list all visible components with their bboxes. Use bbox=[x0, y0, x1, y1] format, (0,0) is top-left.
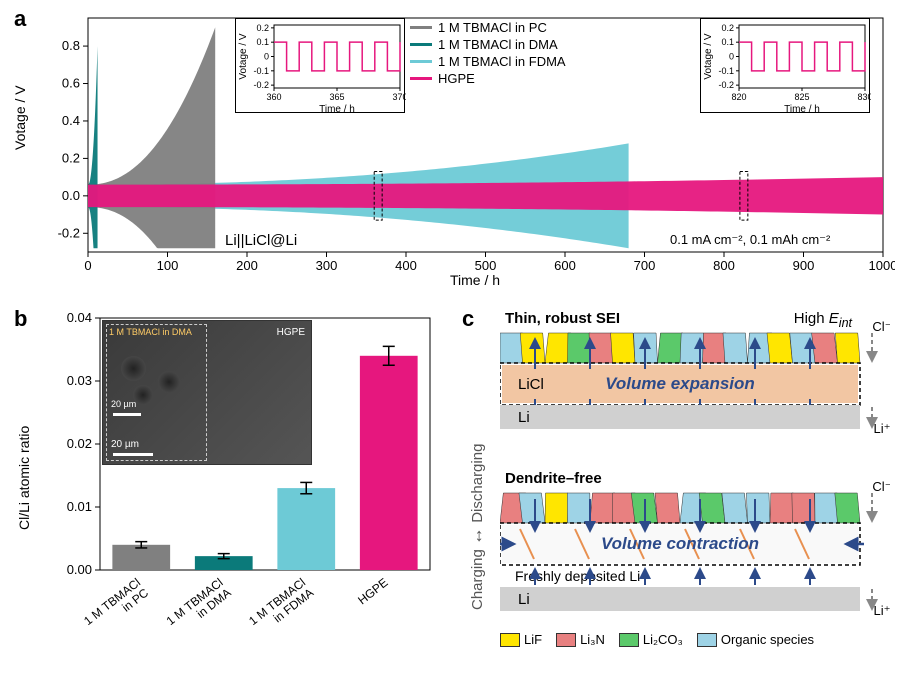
svg-text:Li⁺: Li⁺ bbox=[874, 603, 890, 618]
svg-text:0.02: 0.02 bbox=[67, 436, 92, 451]
svg-text:Time / h: Time / h bbox=[784, 104, 820, 114]
panel-a-legend: 1 M TBMACl in PC1 M TBMACl in DMA1 M TBM… bbox=[410, 20, 566, 88]
svg-text:LiCl: LiCl bbox=[518, 376, 544, 393]
svg-text:0.8: 0.8 bbox=[62, 38, 80, 53]
sem-scale1: 20 µm bbox=[111, 399, 136, 409]
svg-text:Time / h: Time / h bbox=[319, 104, 355, 114]
svg-text:-0.2: -0.2 bbox=[253, 80, 269, 90]
svg-text:Votage / V: Votage / V bbox=[238, 33, 249, 79]
svg-text:Li: Li bbox=[518, 591, 530, 608]
panel-a-label: a bbox=[14, 6, 26, 32]
panel-b: 0.000.010.020.030.041 M TBMAClin PC1 M T… bbox=[50, 310, 440, 660]
panel-c-legend: LiFLi₃NLi₂CO₃Organic species bbox=[500, 632, 814, 647]
svg-text:360: 360 bbox=[266, 92, 281, 102]
svg-text:900: 900 bbox=[793, 258, 815, 273]
sem-label-right: HGPE bbox=[277, 327, 305, 338]
svg-text:500: 500 bbox=[475, 258, 497, 273]
svg-text:-0.1: -0.1 bbox=[718, 66, 734, 76]
panel-b-ylabel: Cl/Li atomic ratio bbox=[16, 426, 32, 530]
sem-scale2: 20 µm bbox=[111, 439, 139, 450]
svg-text:Cl⁻: Cl⁻ bbox=[872, 319, 890, 334]
svg-text:365: 365 bbox=[329, 92, 344, 102]
svg-text:0: 0 bbox=[84, 258, 91, 273]
svg-text:1 M TBMAClin PC: 1 M TBMAClin PC bbox=[81, 575, 151, 638]
svg-text:1 M TBMAClin FDMA: 1 M TBMAClin FDMA bbox=[246, 575, 316, 638]
svg-text:400: 400 bbox=[395, 258, 417, 273]
svg-text:1000: 1000 bbox=[869, 258, 895, 273]
svg-text:0: 0 bbox=[264, 52, 269, 62]
svg-text:200: 200 bbox=[236, 258, 258, 273]
svg-text:Li: Li bbox=[518, 409, 530, 426]
svg-text:0.2: 0.2 bbox=[62, 150, 80, 165]
svg-text:0.2: 0.2 bbox=[256, 23, 269, 33]
svg-text:-0.2: -0.2 bbox=[58, 225, 80, 240]
svg-text:300: 300 bbox=[316, 258, 338, 273]
svg-text:0.03: 0.03 bbox=[67, 373, 92, 388]
inset-2: -0.2 -0.1 0 0.1 0.2 820 825 830 Time / h Votage /… bbox=[700, 18, 870, 113]
svg-text:0.00: 0.00 bbox=[67, 562, 92, 577]
schematic-bottom: Dendrite–free Freshly deposited LiVolume… bbox=[500, 470, 890, 620]
sem-label-left: 1 M TBMACl in DMA bbox=[109, 327, 192, 337]
svg-text:0: 0 bbox=[729, 52, 734, 62]
panel-b-label: b bbox=[14, 306, 27, 332]
inset-1: -0.2 -0.1 0 0.1 0.2 360 365 370 Time / h Votage /… bbox=[235, 18, 405, 113]
svg-text:830: 830 bbox=[857, 92, 871, 102]
schematic-top: Thin, robust SEI High Eint LiClVolume ex… bbox=[500, 310, 890, 460]
svg-text:370: 370 bbox=[392, 92, 406, 102]
svg-text:820: 820 bbox=[731, 92, 746, 102]
panel-c-label: c bbox=[462, 306, 474, 332]
panel-a-annot1: Li||LiCl@Li bbox=[225, 232, 297, 249]
svg-text:700: 700 bbox=[634, 258, 656, 273]
svg-text:1 M TBMAClin DMA: 1 M TBMAClin DMA bbox=[164, 575, 234, 638]
panel-a-xlabel: Time / h bbox=[450, 272, 500, 288]
svg-text:HGPE: HGPE bbox=[355, 575, 390, 607]
svg-text:0.01: 0.01 bbox=[67, 499, 92, 514]
svg-text:Li⁺: Li⁺ bbox=[874, 421, 890, 436]
svg-text:Freshly deposited Li: Freshly deposited Li bbox=[515, 568, 640, 584]
svg-text:0.1: 0.1 bbox=[256, 37, 269, 47]
svg-text:Volume expansion: Volume expansion bbox=[605, 374, 755, 393]
svg-text:600: 600 bbox=[554, 258, 576, 273]
svg-text:800: 800 bbox=[713, 258, 735, 273]
svg-text:0.0: 0.0 bbox=[62, 188, 80, 203]
svg-text:0.6: 0.6 bbox=[62, 76, 80, 91]
panel-a-annot2: 0.1 mA cm⁻², 0.1 mAh cm⁻² bbox=[670, 232, 830, 248]
panel-c: Charging ↔ Discharging Thin, robust SEI … bbox=[480, 310, 900, 670]
svg-text:Votage / V: Votage / V bbox=[703, 33, 714, 79]
panel-a-ylabel: Votage / V bbox=[12, 85, 28, 150]
panel-a: -0.2 0.0 0.2 0.4 0.6 0.8 0 100 200 300 400 500 600 70… bbox=[40, 10, 895, 290]
svg-text:100: 100 bbox=[157, 258, 179, 273]
svg-text:0.4: 0.4 bbox=[62, 113, 80, 128]
svg-text:0.04: 0.04 bbox=[67, 310, 92, 325]
svg-text:-0.1: -0.1 bbox=[253, 66, 269, 76]
svg-text:-0.2: -0.2 bbox=[718, 80, 734, 90]
svg-text:Volume contraction: Volume contraction bbox=[601, 534, 759, 553]
svg-text:0.2: 0.2 bbox=[721, 23, 734, 33]
svg-text:Cl⁻: Cl⁻ bbox=[872, 479, 890, 494]
charging-discharging-label: Charging ↔ Discharging bbox=[466, 444, 487, 610]
sem-inset: 1 M TBMACl in DMA HGPE 20 µm 20 µm bbox=[102, 320, 312, 465]
svg-text:0.1: 0.1 bbox=[721, 37, 734, 47]
svg-text:825: 825 bbox=[794, 92, 809, 102]
